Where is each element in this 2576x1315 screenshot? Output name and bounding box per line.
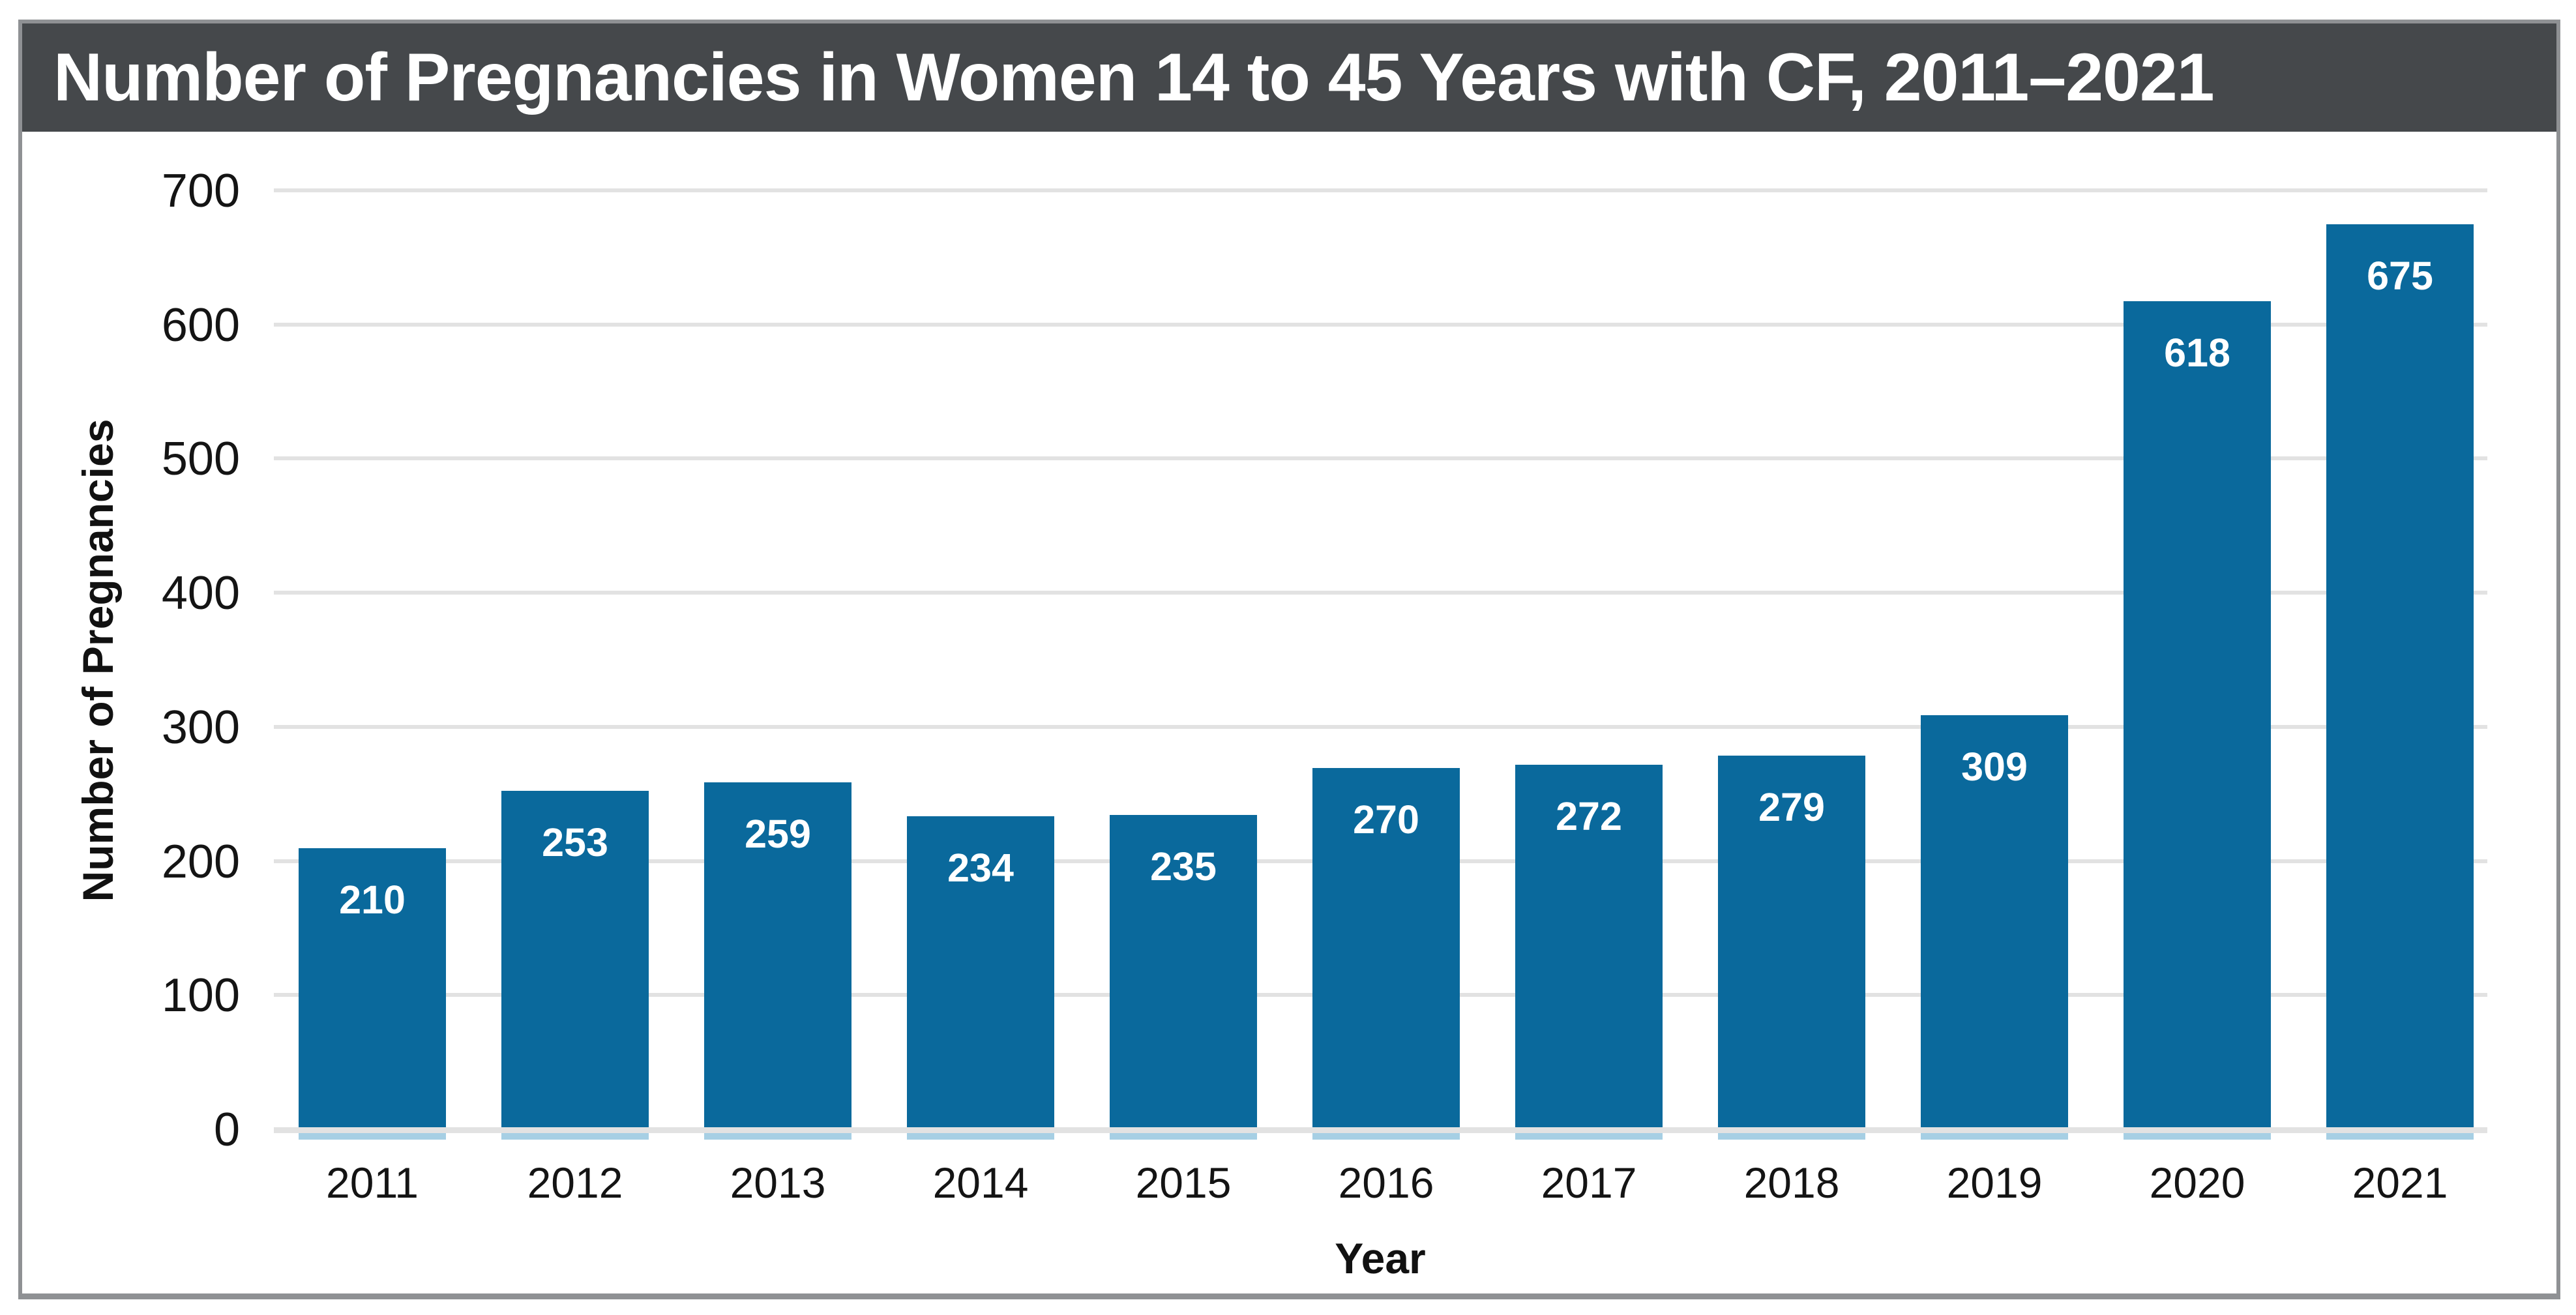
chart-title-bar: Number of Pregnancies in Women 14 to 45 … [22,23,2556,132]
bar-baseline-shadow [299,1133,446,1140]
bar [1110,814,1257,1130]
bar-value-label: 210 [339,878,406,922]
y-tick-label: 300 [161,701,240,754]
bar [501,790,649,1130]
bar-baseline-shadow [1110,1133,1257,1140]
x-axis-title: Year [1335,1234,1426,1282]
bar-baseline-shadow [1921,1133,2068,1140]
bar [2326,224,2474,1130]
bar [2124,301,2271,1130]
bar-value-label: 279 [1758,785,1825,830]
bar-baseline-shadow [704,1133,851,1140]
y-tick-label: 500 [161,433,240,486]
bar-value-label: 309 [1961,745,2028,790]
y-axis-title: Number of Pregnancies [74,419,122,902]
y-tick-label: 700 [161,165,240,217]
x-tick-label: 2012 [527,1159,623,1207]
x-tick-label: 2020 [2149,1159,2245,1207]
bar [907,816,1054,1130]
bar-baseline-shadow [1515,1133,1663,1140]
y-tick-label: 600 [161,299,240,351]
gridline [274,188,2487,192]
bar-baseline-shadow [1718,1133,1865,1140]
gridline [274,724,2487,729]
x-tick-label: 2013 [730,1159,826,1207]
bar-baseline-shadow [907,1133,1054,1140]
gridline [274,591,2487,595]
y-tick-label: 400 [161,567,240,620]
x-tick-label: 2018 [1743,1159,1840,1207]
bar [1515,765,1663,1130]
x-tick-label: 2017 [1541,1159,1637,1207]
bar [299,848,446,1130]
x-tick-label: 2019 [1946,1159,2043,1207]
bar-baseline-shadow [501,1133,649,1140]
bar-baseline-shadow [2326,1133,2474,1140]
gridline [274,322,2487,327]
x-tick-label: 2021 [2352,1159,2448,1207]
bar-baseline-shadow [2124,1133,2271,1140]
bar-value-label: 675 [2367,254,2433,299]
zero-gridline [274,1127,2487,1133]
bar-baseline-shadow [1312,1133,1460,1140]
gridline [274,456,2487,461]
bar-value-label: 618 [2164,330,2230,375]
bar [1718,756,1865,1130]
x-tick-label: 2011 [326,1159,419,1207]
bar-value-label: 272 [1556,794,1622,839]
y-tick-label: 100 [161,969,240,1022]
bar [1312,767,1460,1130]
bar-value-label: 235 [1150,844,1217,889]
bar-value-label: 253 [542,820,608,864]
y-tick-label: 200 [161,835,240,888]
bar [704,782,851,1130]
y-tick-label: 0 [213,1104,240,1156]
bar-value-label: 259 [745,812,811,857]
bar-value-label: 270 [1353,797,1419,842]
chart-title: Number of Pregnancies in Women 14 to 45 … [53,39,2215,115]
bar [1921,715,2068,1130]
x-tick-label: 2015 [1135,1159,1232,1207]
bar-value-label: 234 [947,845,1014,890]
x-tick-label: 2014 [932,1159,1029,1207]
x-tick-label: 2016 [1338,1159,1434,1207]
